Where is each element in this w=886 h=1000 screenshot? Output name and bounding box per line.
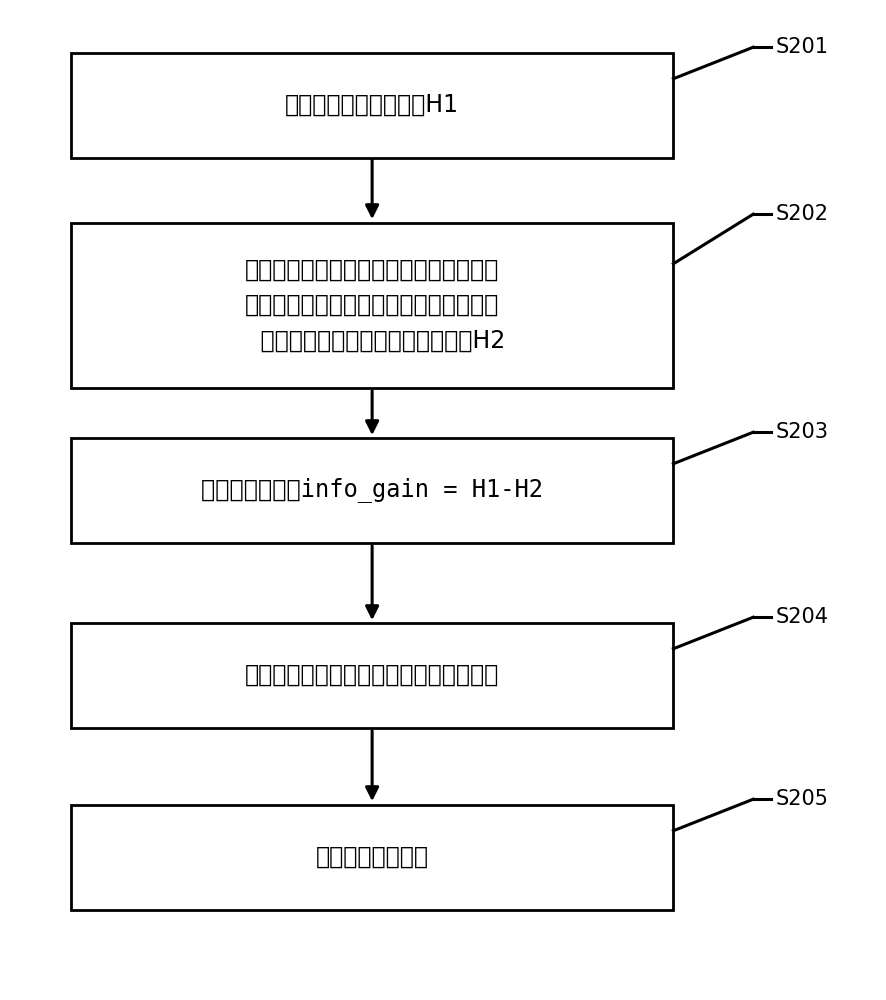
Text: S203: S203 — [775, 422, 828, 442]
FancyBboxPatch shape — [71, 622, 673, 728]
Text: S202: S202 — [775, 204, 828, 224]
Text: 得出优选特征集合: 得出优选特征集合 — [315, 845, 429, 869]
FancyBboxPatch shape — [71, 804, 673, 910]
Text: 选择一个特征，根据特征值对数据进行分
类，在对每个类分别计算信息熵，按比例
   求和，得出这种划分方式的信息熵H2: 选择一个特征，根据特征值对数据进行分 类，在对每个类分别计算信息熵，按比例 求和… — [238, 258, 506, 352]
Text: 计算原始数据的信息熵H1: 计算原始数据的信息熵H1 — [285, 93, 459, 117]
Text: 根据信息增益，保留增益较大的特征属性: 根据信息增益，保留增益较大的特征属性 — [245, 663, 499, 687]
FancyBboxPatch shape — [71, 223, 673, 388]
FancyBboxPatch shape — [71, 438, 673, 542]
FancyBboxPatch shape — [71, 52, 673, 157]
Text: S201: S201 — [775, 37, 828, 57]
Text: S205: S205 — [775, 789, 828, 809]
Text: 计算信息增益：info_gain = H1-H2: 计算信息增益：info_gain = H1-H2 — [201, 478, 543, 502]
Text: S204: S204 — [775, 607, 828, 627]
